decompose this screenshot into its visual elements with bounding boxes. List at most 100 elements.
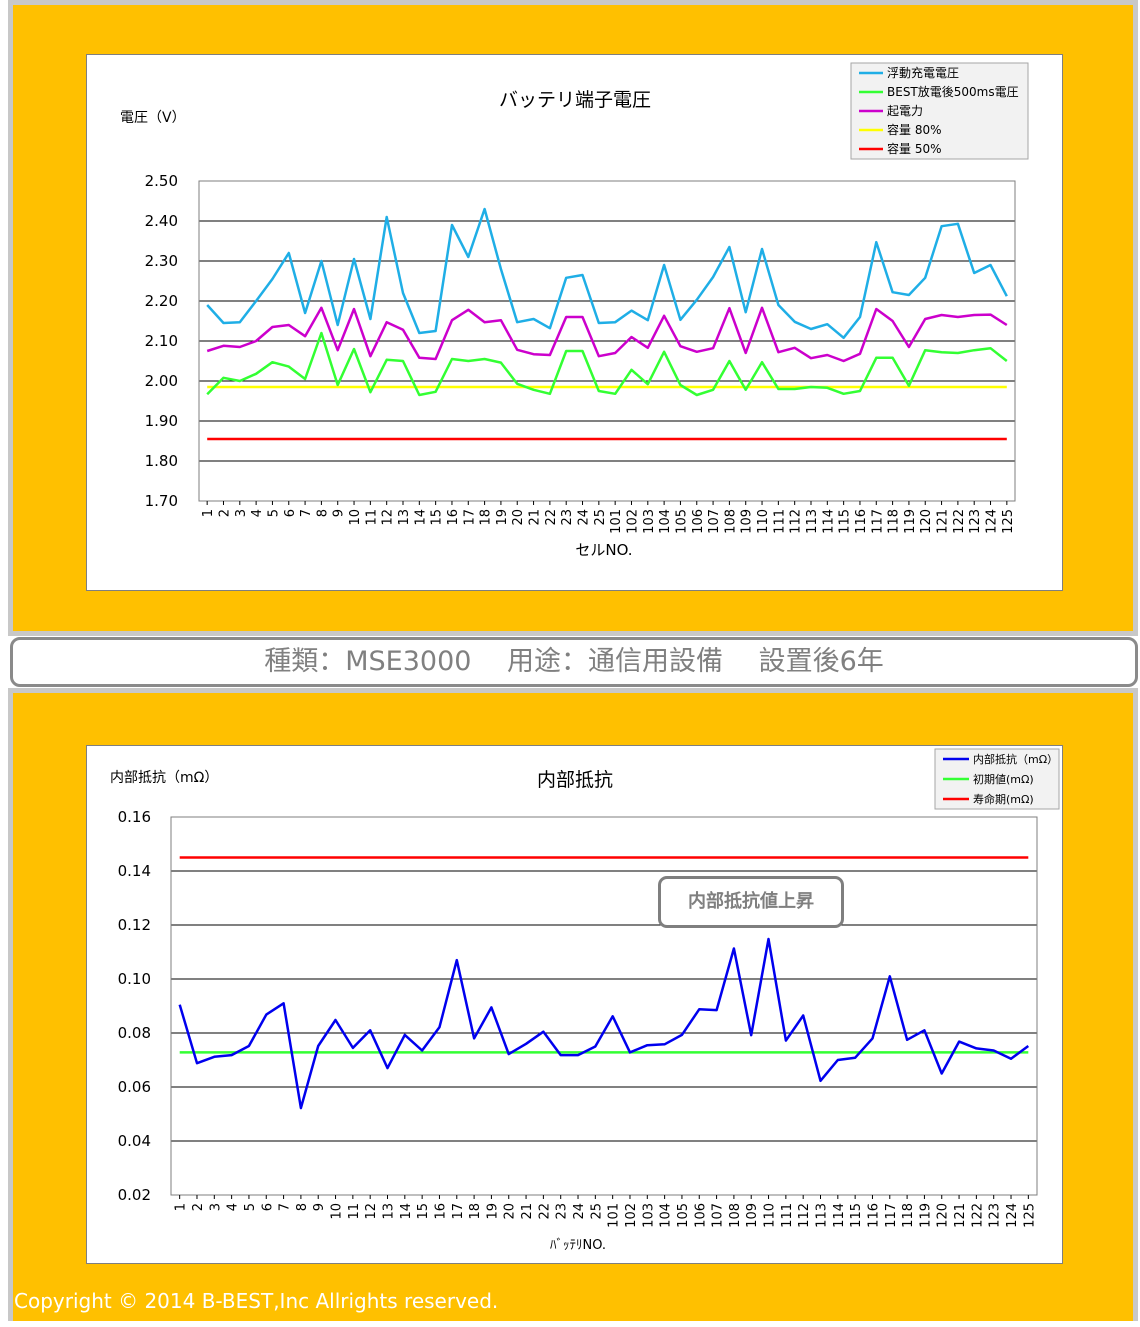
series-line (206, 331, 1008, 397)
x-tick-label: 110 (763, 1203, 778, 1228)
x-tick-label: 19 (495, 509, 510, 526)
x-tick-label: 23 (555, 1203, 570, 1220)
x-tick-label: 10 (348, 509, 363, 526)
y-tick-label: 2.20 (145, 292, 178, 310)
x-tick-label: 116 (854, 509, 869, 534)
y-axis-label: 内部抵抗（mΩ） (110, 770, 218, 786)
y-tick-label: 0.06 (118, 1078, 151, 1096)
series-line (206, 306, 1008, 363)
x-tick-label: 107 (711, 1203, 726, 1228)
x-tick-label: 3 (208, 1203, 223, 1211)
chart-title: バッテリ端子電圧 (499, 89, 651, 111)
x-tick-label: 19 (485, 1203, 500, 1220)
x-tick-label: 109 (745, 1203, 760, 1228)
x-tick-label: 15 (416, 1203, 431, 1220)
x-tick-label: 8 (295, 1203, 310, 1211)
x-tick-label: 20 (503, 1203, 518, 1220)
x-tick-label: 115 (838, 509, 853, 534)
x-tick-label: 106 (693, 1203, 708, 1228)
chart-0: 2.502.402.302.202.102.001.901.801.701 2 3 4… (120, 62, 1029, 559)
x-tick-label: 12 (381, 509, 396, 526)
x-tick-label: 101 (609, 509, 624, 534)
x-tick-label: 21 (520, 1203, 535, 1220)
x-tick-label: 101 (607, 1203, 622, 1228)
y-tick-label: 0.02 (118, 1186, 151, 1204)
x-tick-label: 117 (884, 1203, 899, 1228)
x-tick-label: 114 (832, 1203, 847, 1228)
x-tick-label: 2 (191, 1203, 206, 1211)
x-tick-label: 124 (1005, 1203, 1020, 1228)
x-tick-label: 10 (330, 1203, 345, 1220)
copyright-text: Copyright © 2014 B-BEST,Inc Allrights re… (14, 1289, 499, 1313)
x-tick-label: 1 (174, 1203, 189, 1211)
x-tick-label: 1 (201, 509, 216, 517)
y-tick-label: 1.80 (145, 452, 178, 470)
x-tick-label: 4 (250, 509, 265, 517)
x-tick-label: 24 (572, 1203, 587, 1220)
x-tick-label: 122 (970, 1203, 985, 1228)
x-tick-label: 12 (364, 1203, 379, 1220)
x-tick-label: 14 (399, 1203, 414, 1220)
x-tick-label: 14 (413, 509, 428, 526)
x-tick-label: 11 (364, 509, 379, 526)
x-tick-label: 7 (299, 509, 314, 517)
plot-border (198, 180, 1016, 502)
chart-1: 0.160.140.120.100.080.060.040.021 2 3 4 5 6 7 8… (110, 748, 1060, 1253)
x-tick-label: 11 (347, 1203, 362, 1220)
x-tick-label: 117 (870, 509, 885, 534)
y-axis-label: 電圧（V） (120, 110, 186, 126)
x-tick-label: 123 (988, 1203, 1003, 1228)
y-tick-label: 2.10 (145, 332, 178, 350)
x-tick-label: 105 (676, 1203, 691, 1228)
x-tick-label: 2 (217, 509, 232, 517)
x-tick-label: 111 (780, 1203, 795, 1228)
x-tick-label: 103 (641, 1203, 656, 1228)
x-tick-label: 122 (952, 509, 967, 534)
x-tick-label: 9 (312, 1203, 327, 1211)
resistance-rise-callout: 内部抵抗値上昇 (658, 876, 844, 928)
x-tick-label: 6 (260, 1203, 275, 1211)
legend-entry: 容量 80% (887, 122, 942, 137)
legend-entry: 寿命期(mΩ) (973, 792, 1034, 806)
x-tick-label: 125 (1001, 509, 1016, 534)
y-tick-label: 0.08 (118, 1024, 151, 1042)
battery-info-banner: 種類：MSE3000 用途：通信用設備 設置後6年 (10, 637, 1138, 687)
x-tick-label: 125 (1022, 1203, 1037, 1228)
x-tick-label: 23 (560, 509, 575, 526)
x-tick-label: 5 (243, 1203, 258, 1211)
y-tick-label: 2.30 (145, 252, 178, 270)
x-tick-label: 4 (226, 1203, 241, 1211)
plot-border (170, 816, 1038, 1196)
x-tick-label: 107 (707, 509, 722, 534)
x-tick-label: 8 (315, 509, 330, 517)
y-tick-label: 1.70 (145, 492, 178, 510)
x-tick-label: 116 (866, 1203, 881, 1228)
y-tick-label: 2.50 (145, 172, 178, 190)
x-tick-label: 120 (936, 1203, 951, 1228)
x-tick-label: 13 (397, 509, 412, 526)
x-tick-label: 25 (589, 1203, 604, 1220)
x-tick-label: 7 (278, 1203, 293, 1211)
y-tick-label: 0.04 (118, 1132, 151, 1150)
legend-entry: 起電力 (887, 104, 923, 118)
x-tick-label: 108 (728, 1203, 743, 1228)
y-tick-label: 0.16 (118, 808, 151, 826)
x-tick-label: 113 (805, 509, 820, 534)
x-tick-label: 124 (985, 509, 1000, 534)
x-tick-label: 111 (772, 509, 787, 534)
x-tick-label: 13 (382, 1203, 397, 1220)
x-tick-label: 102 (624, 1203, 639, 1228)
chart-title: 内部抵抗 (537, 769, 613, 791)
x-tick-label: 119 (918, 1203, 933, 1228)
y-tick-label: 0.12 (118, 916, 151, 934)
x-tick-label: 123 (968, 509, 983, 534)
x-tick-label: 6 (283, 509, 298, 517)
x-tick-label: 108 (723, 509, 738, 534)
x-tick-label: 110 (756, 509, 771, 534)
x-tick-label: 115 (849, 1203, 864, 1228)
x-axis-label: セルNO. (575, 541, 632, 559)
x-tick-label: 121 (953, 1203, 968, 1228)
x-axis-label: ﾊﾞｯﾃﾘNO. (550, 1238, 606, 1253)
x-tick-label: 114 (821, 509, 836, 534)
